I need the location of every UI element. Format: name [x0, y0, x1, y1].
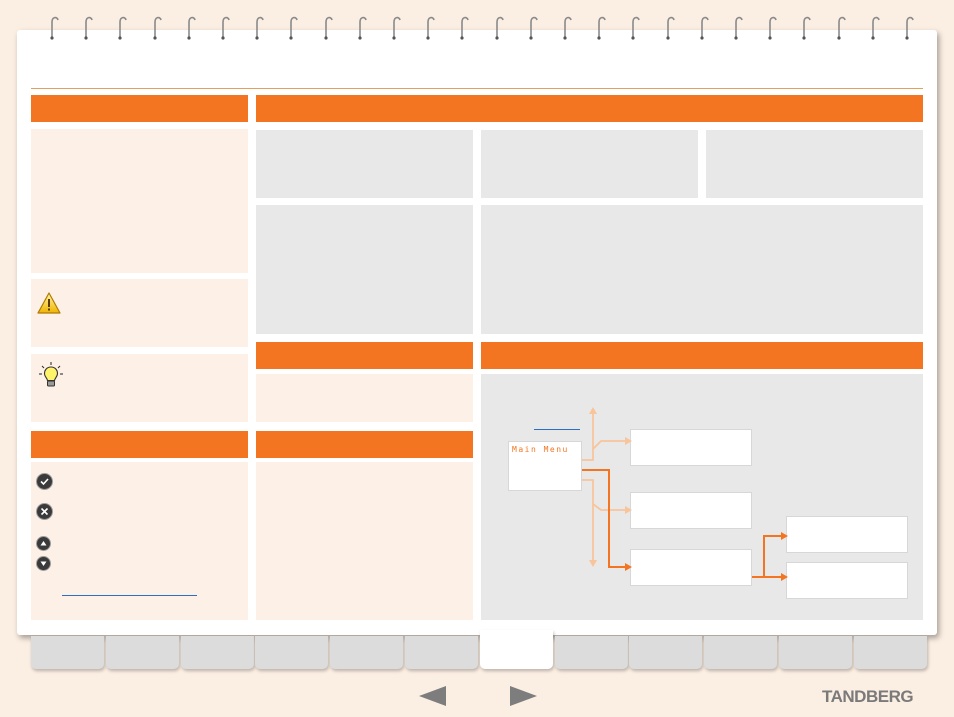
middle-subheader-bar — [256, 342, 473, 369]
content-panel-4 — [256, 205, 473, 334]
section-tab[interactable] — [704, 636, 778, 669]
spiral-ring — [220, 14, 230, 40]
spiral-ring — [562, 14, 572, 40]
content-panel-3 — [706, 130, 923, 198]
previous-page-arrow-icon[interactable] — [419, 686, 447, 706]
spiral-ring — [323, 14, 333, 40]
spiral-ring — [733, 14, 743, 40]
spiral-ring — [836, 14, 846, 40]
middle-subheader-bar-2 — [256, 431, 473, 458]
spiral-ring — [186, 14, 196, 40]
spiral-ring — [767, 14, 777, 40]
section-tab[interactable] — [330, 636, 404, 669]
header-divider — [31, 88, 923, 89]
spiral-ring — [904, 14, 914, 40]
spiral-ring — [699, 14, 709, 40]
next-page-arrow-icon[interactable] — [509, 686, 537, 706]
spiral-ring — [357, 14, 367, 40]
section-tab[interactable] — [105, 636, 179, 669]
lightbulb-icon — [39, 362, 63, 387]
spiral-ring — [459, 14, 470, 40]
content-panel-1 — [256, 130, 473, 198]
arrow-up-key-icon — [36, 536, 51, 551]
left-column-header-bar — [31, 95, 248, 122]
section-tab[interactable] — [31, 636, 104, 669]
submenu-box-2 — [630, 492, 752, 529]
spiral-ring — [665, 14, 675, 40]
spiral-ring — [801, 14, 812, 40]
submenu-box-3 — [630, 549, 752, 586]
spiral-ring — [391, 14, 401, 40]
submenu-box-1 — [630, 429, 752, 466]
content-panel-2 — [481, 130, 698, 198]
menu-connector-lines — [582, 407, 788, 581]
diagram-hyperlink-underline[interactable] — [534, 429, 580, 430]
spiral-ring — [83, 14, 93, 40]
keys-header-bar — [31, 431, 248, 458]
warning-note-panel — [31, 279, 248, 347]
main-menu-label: Main Menu — [512, 445, 569, 454]
spiral-ring — [254, 14, 264, 40]
spiral-ring — [870, 14, 880, 40]
section-tab[interactable] — [405, 636, 478, 669]
spiral-ring — [630, 14, 641, 40]
spiral-ring — [288, 14, 299, 40]
spiral-ring — [425, 14, 435, 40]
keys-panel — [31, 462, 248, 620]
hyperlink-underline[interactable] — [62, 595, 197, 596]
menu-diagram-panel: Main Menu — [481, 374, 923, 620]
arrow-down-key-icon — [36, 556, 51, 571]
intro-text-panel — [31, 129, 248, 273]
spiral-ring — [117, 14, 128, 40]
spiral-ring — [528, 14, 538, 40]
ok-key-icon — [36, 473, 53, 490]
section-tab[interactable] — [629, 636, 703, 669]
section-tab[interactable] — [554, 636, 628, 669]
warning-icon — [37, 292, 61, 314]
section-tab[interactable] — [180, 636, 254, 669]
spiral-ring — [49, 14, 59, 40]
tip-note-panel — [31, 354, 248, 422]
main-header-bar — [256, 95, 923, 122]
middle-text-panel-2 — [256, 462, 473, 620]
submenu-box-4 — [786, 516, 908, 553]
section-tab[interactable] — [853, 636, 927, 669]
main-menu-box: Main Menu — [508, 441, 582, 491]
menu-diagram-header-bar — [481, 342, 923, 369]
spiral-ring — [494, 14, 504, 40]
spiral-ring — [152, 14, 162, 40]
spiral-ring — [596, 14, 606, 40]
cancel-key-icon — [36, 503, 53, 520]
middle-text-panel — [256, 374, 473, 422]
section-tab[interactable] — [479, 630, 553, 669]
content-panel-5 — [481, 205, 923, 334]
tandberg-logo: TANDBERG — [822, 687, 914, 706]
section-tab[interactable] — [779, 636, 852, 669]
section-tab[interactable] — [255, 636, 329, 669]
submenu-box-5 — [786, 562, 908, 599]
